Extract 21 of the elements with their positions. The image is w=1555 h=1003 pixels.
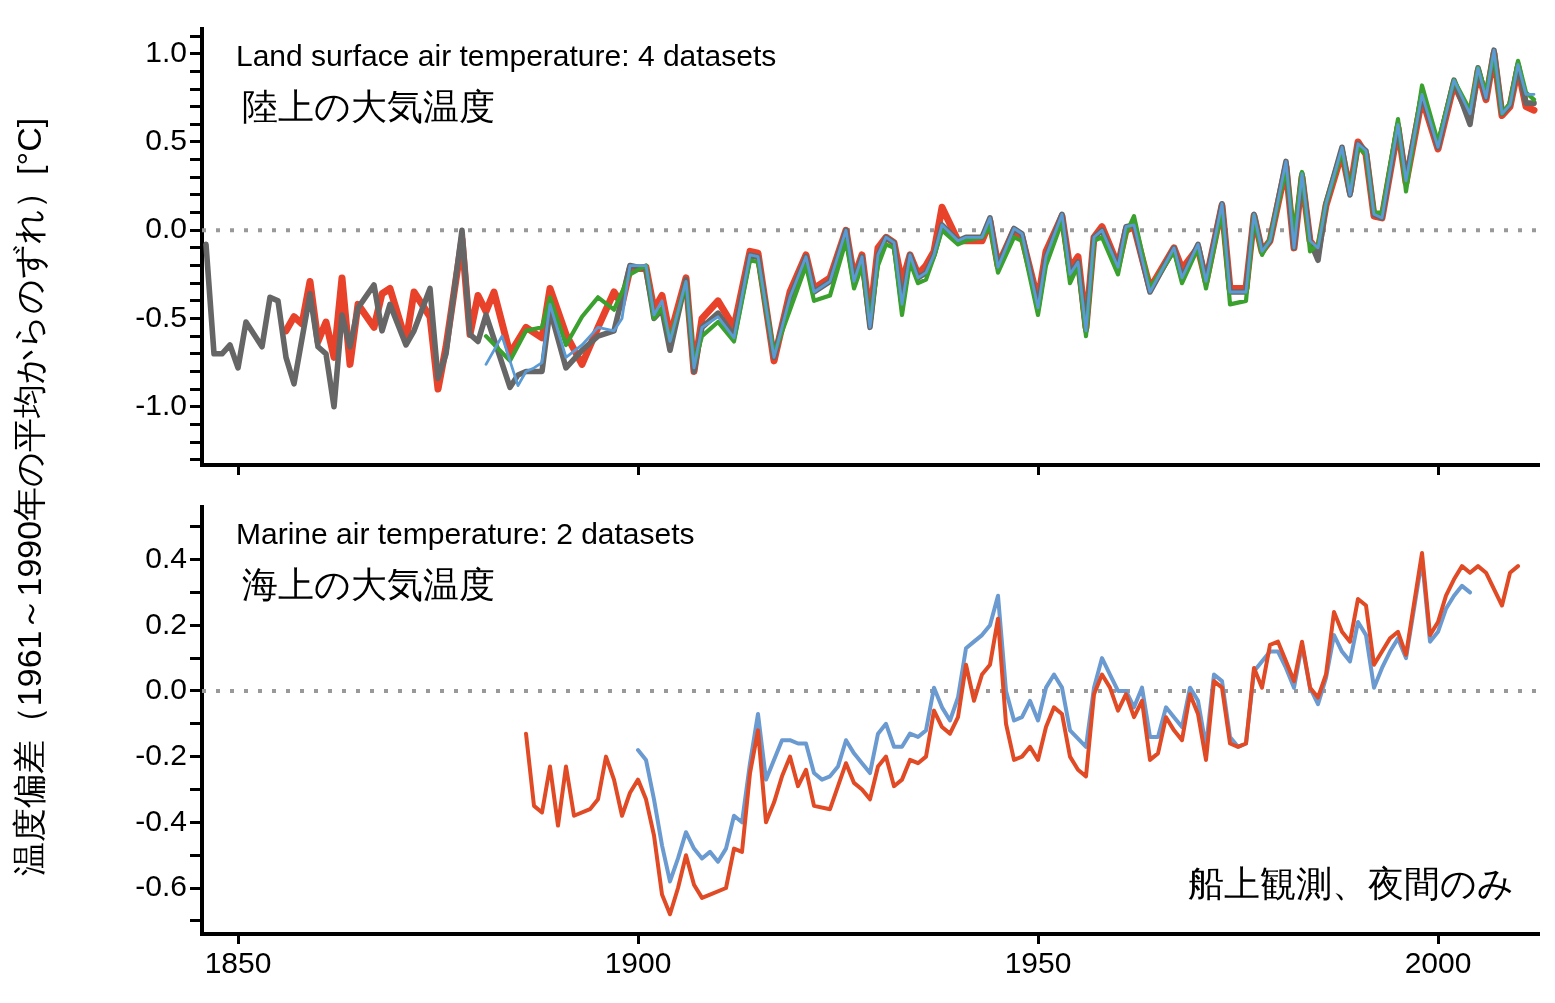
y-tick-label: -1.0 [135, 388, 187, 422]
x-tick-label: 1950 [1004, 946, 1072, 980]
y-tick-label: -0.6 [135, 869, 187, 903]
y-tick-label: -0.2 [135, 737, 187, 771]
chart-title: Land surface air temperature: 4 datasets [236, 39, 777, 73]
y-tick-label: 0.0 [145, 211, 187, 245]
x-tick-label: 2000 [1404, 946, 1472, 980]
y-tick-label: 1.0 [145, 34, 187, 68]
annotation: 海上の大気温度 [242, 563, 495, 605]
y-tick-label: 0.2 [145, 606, 187, 640]
annotation: 陸上の大気温度 [242, 85, 495, 127]
y-tick-label: -0.4 [135, 803, 187, 837]
y-tick-label: -0.5 [135, 299, 187, 333]
y-tick-label: 0.0 [145, 672, 187, 706]
annotation: 船上観測、夜間のみ [1188, 862, 1514, 904]
y-tick-label: 0.5 [145, 123, 187, 157]
x-tick-label: 1850 [204, 946, 272, 980]
y-tick-label: 0.4 [145, 540, 187, 574]
x-tick-label: 1900 [604, 946, 672, 980]
chart-title: Marine air temperature: 2 datasets [236, 517, 695, 551]
y-axis-title: 温度偏差（1961～1990年の平均からのずれ）[°C] [9, 117, 49, 877]
